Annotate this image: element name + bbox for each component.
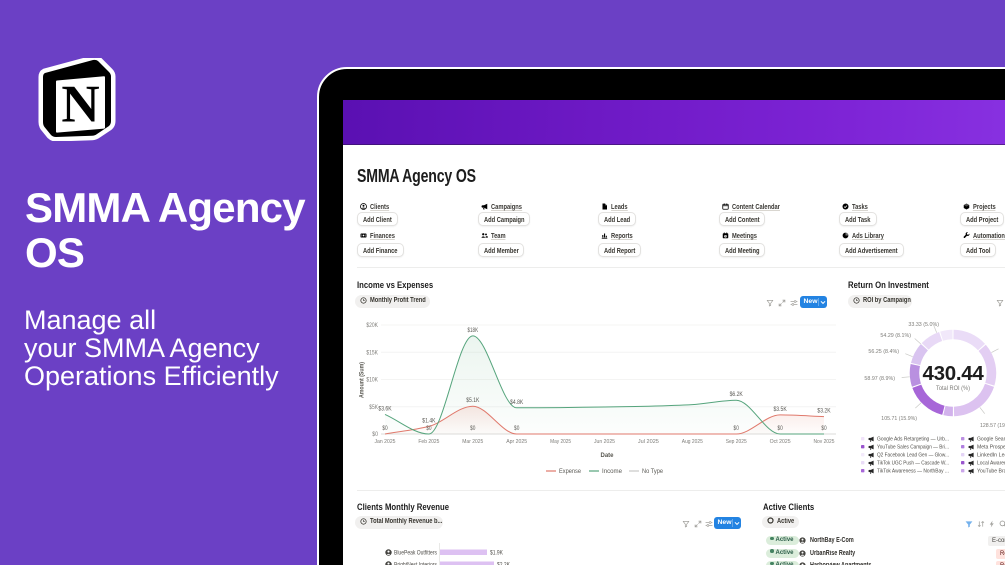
svg-text:$0: $0	[382, 426, 388, 432]
svg-text:128.57 (19.9%): 128.57 (19.9%)	[980, 423, 1005, 429]
svg-text:Expense: Expense	[559, 469, 582, 475]
svg-text:Google Ads Retargeting — Urb..: Google Ads Retargeting — Urb...	[877, 437, 949, 443]
svg-text:Mar 2025: Mar 2025	[462, 439, 483, 445]
svg-text:$5.1K: $5.1K	[466, 398, 479, 404]
svg-text:$2.2K: $2.2K	[497, 563, 510, 565]
svg-text:54.29 (8.1%): 54.29 (8.1%)	[880, 333, 911, 339]
svg-text:Income: Income	[602, 469, 623, 475]
svg-text:105.71 (15.9%): 105.71 (15.9%)	[881, 416, 917, 422]
svg-text:$0: $0	[734, 426, 740, 432]
svg-text:Total ROI (%): Total ROI (%)	[936, 386, 970, 392]
svg-text:33.33 (5.0%): 33.33 (5.0%)	[908, 322, 939, 328]
svg-text:$0: $0	[514, 426, 520, 432]
svg-text:$0: $0	[372, 432, 378, 438]
svg-text:$3.5K: $3.5K	[774, 407, 787, 413]
svg-text:$0: $0	[777, 426, 783, 432]
svg-text:Jul 2025: Jul 2025	[638, 439, 659, 445]
svg-text:Jan 2025: Jan 2025	[375, 439, 396, 445]
svg-text:$6.2K: $6.2K	[730, 392, 743, 398]
svg-text:58.97 (8.9%): 58.97 (8.9%)	[864, 376, 895, 382]
svg-text:Google Search — Summ: Google Search — Summ	[977, 437, 1005, 443]
svg-text:N: N	[61, 76, 99, 134]
svg-text:YouTube Brand — Silver: YouTube Brand — Silver	[977, 469, 1005, 475]
svg-text:Apr 2025: Apr 2025	[506, 439, 527, 445]
svg-text:Oct 2025: Oct 2025	[770, 439, 791, 445]
svg-text:BluePeak Outfitters: BluePeak Outfitters	[394, 551, 437, 557]
svg-text:$20K: $20K	[366, 323, 378, 329]
svg-text:Jun 2025: Jun 2025	[594, 439, 615, 445]
svg-text:Amount (Sum): Amount (Sum)	[360, 362, 366, 398]
svg-text:Local Awareness — Harb: Local Awareness — Harb	[977, 461, 1005, 467]
svg-text:Aug 2025: Aug 2025	[682, 439, 703, 445]
svg-text:$5K: $5K	[369, 405, 378, 411]
svg-text:No Type: No Type	[642, 469, 664, 475]
svg-text:Meta Prospecting — Lun: Meta Prospecting — Lun	[977, 445, 1005, 451]
svg-text:$1.4K: $1.4K	[422, 418, 435, 424]
svg-text:Nov 2025: Nov 2025	[814, 439, 835, 445]
svg-text:$1.9K: $1.9K	[490, 551, 503, 557]
svg-text:Sep 2025: Sep 2025	[726, 439, 747, 445]
svg-text:$10K: $10K	[366, 378, 378, 384]
svg-text:May 2025: May 2025	[550, 439, 571, 445]
svg-text:$15K: $15K	[366, 350, 378, 356]
svg-text:$3.6K: $3.6K	[378, 406, 391, 412]
svg-text:YouTube Sales Campaign — Bri..: YouTube Sales Campaign — Bri...	[877, 445, 949, 451]
svg-text:Feb 2025: Feb 2025	[418, 439, 439, 445]
svg-text:430.44: 430.44	[923, 362, 985, 385]
svg-text:$0: $0	[470, 426, 476, 432]
svg-text:$4.8K: $4.8K	[510, 400, 523, 406]
svg-text:Q2 Facebook Lead Gen — Glow...: Q2 Facebook Lead Gen — Glow...	[877, 453, 949, 459]
svg-text:TikTok UGC Push — Cascade W...: TikTok UGC Push — Cascade W...	[877, 461, 949, 467]
svg-text:56.25 (8.4%): 56.25 (8.4%)	[868, 349, 899, 355]
svg-text:LinkedIn Leads — Atlas: LinkedIn Leads — Atlas	[977, 453, 1005, 459]
svg-text:$18K: $18K	[468, 328, 479, 334]
svg-text:$3.2K: $3.2K	[817, 409, 830, 415]
svg-text:$0: $0	[821, 426, 827, 432]
svg-text:$0: $0	[426, 426, 432, 432]
svg-text:TikTok Awareness — NorthBay ..: TikTok Awareness — NorthBay ...	[877, 469, 949, 475]
svg-text:BrightNest Interiors: BrightNest Interiors	[394, 563, 437, 565]
svg-text:Date: Date	[601, 452, 614, 459]
